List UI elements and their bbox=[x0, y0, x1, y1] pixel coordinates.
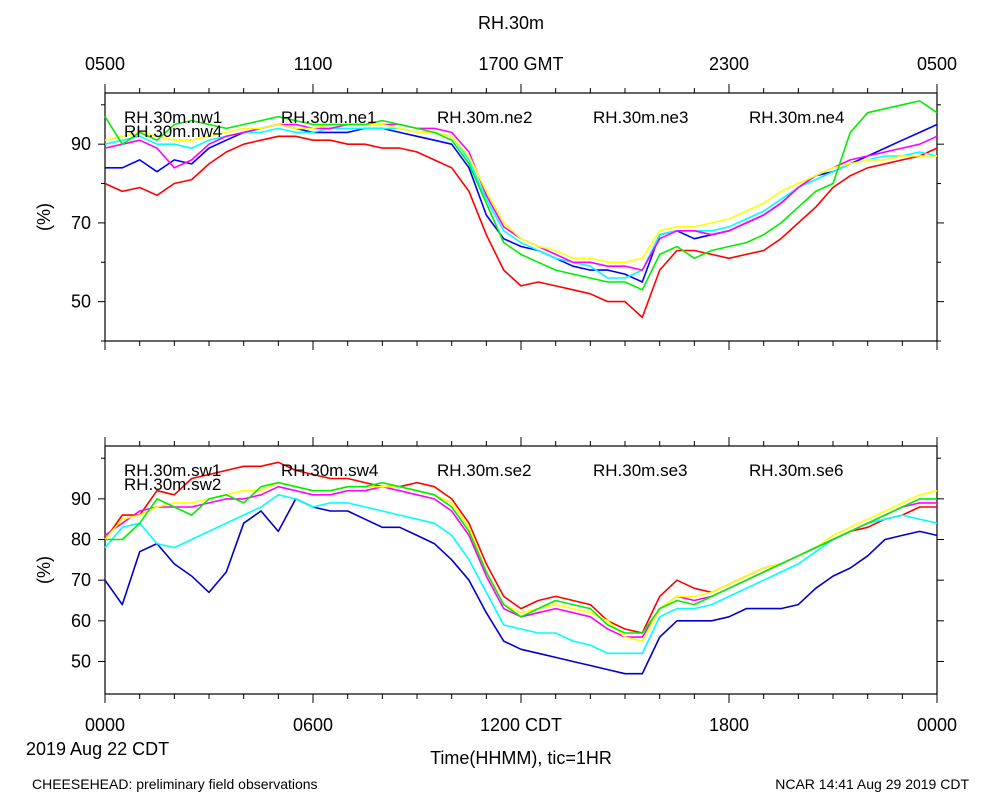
date-label: 2019 Aug 22 CDT bbox=[26, 739, 169, 759]
legend-se6: RH.30m.se6 bbox=[749, 461, 843, 480]
bottom-axis-label: 0000 bbox=[85, 715, 125, 735]
bottom-axis-label: 1800 bbox=[709, 715, 749, 735]
series-line-rh-30m-se2 bbox=[104, 493, 938, 655]
ytick-label: 70 bbox=[71, 570, 91, 590]
series-line-rh-30m-nw1 bbox=[104, 135, 938, 319]
panel-south-yticks: 50 60 70 80 90 bbox=[71, 457, 944, 671]
top-axis-label: 2300 bbox=[709, 54, 749, 74]
footer-right: NCAR 14:41 Aug 29 2019 CDT bbox=[775, 776, 969, 792]
legend-se3: RH.30m.se3 bbox=[593, 461, 687, 480]
panel-south: (%) 50 60 70 80 90 RH.30m.sw1 RH.30m.sw4 RH.… bbox=[34, 437, 944, 703]
panel-north-yticks: 50 70 90 bbox=[71, 104, 944, 342]
series-line-rh-30m-sw2 bbox=[105, 481, 937, 634]
bottom-time-axis: 0000 0600 1200 CDT 1800 0000 bbox=[85, 715, 957, 735]
panel-north-xticks bbox=[104, 84, 938, 350]
figure-title: RH.30m bbox=[478, 13, 544, 33]
legend-nw4: RH.30m.nw4 bbox=[124, 122, 222, 141]
ytick-label: 70 bbox=[71, 213, 91, 233]
bottom-axis-label: 0000 bbox=[917, 715, 957, 735]
panel-south-series bbox=[104, 461, 938, 675]
ytick-label: 80 bbox=[71, 530, 91, 550]
ytick-label: 50 bbox=[71, 292, 91, 312]
panel-south-xticks bbox=[104, 437, 938, 703]
top-axis-label: 1100 bbox=[294, 54, 333, 74]
panel-south-ylabel: (%) bbox=[34, 556, 54, 584]
legend-ne1: RH.30m.ne1 bbox=[281, 108, 376, 127]
top-time-axis: 0500 1100 1700 GMT 2300 0500 bbox=[85, 54, 957, 74]
bottom-axis-label: 1200 CDT bbox=[480, 715, 562, 735]
panel-north-legend: RH.30m.nw1 RH.30m.ne1 RH.30m.ne2 RH.30m.… bbox=[124, 108, 844, 141]
panel-south-legend: RH.30m.sw1 RH.30m.sw4 RH.30m.se2 RH.30m.… bbox=[124, 461, 843, 494]
legend-ne3: RH.30m.ne3 bbox=[593, 108, 688, 127]
legend-sw1: RH.30m.sw1 bbox=[124, 461, 221, 480]
legend-sw4: RH.30m.sw4 bbox=[281, 461, 378, 480]
legend-sw2: RH.30m.sw2 bbox=[124, 475, 221, 494]
panel-north-ylabel: (%) bbox=[34, 203, 54, 231]
bottom-axis-label: 0600 bbox=[293, 715, 333, 735]
ytick-label: 50 bbox=[71, 651, 91, 671]
ytick-label: 60 bbox=[71, 611, 91, 631]
series-line-rh-30m-ne4 bbox=[104, 123, 937, 264]
legend-se2: RH.30m.se2 bbox=[437, 461, 531, 480]
legend-ne2: RH.30m.ne2 bbox=[437, 108, 532, 127]
top-axis-label: 0500 bbox=[85, 54, 125, 74]
legend-nw1: RH.30m.nw1 bbox=[124, 108, 222, 127]
series-line-rh-30m-nw4 bbox=[104, 100, 938, 291]
top-axis-label: 1700 GMT bbox=[478, 54, 563, 74]
legend-ne4: RH.30m.ne4 bbox=[749, 108, 844, 127]
series-line-rh-30m-sw4 bbox=[104, 498, 938, 675]
ytick-label: 90 bbox=[71, 134, 91, 154]
top-axis-label: 0500 bbox=[917, 54, 957, 74]
footer-left: CHEESEHEAD: preliminary field observatio… bbox=[32, 776, 318, 792]
x-axis-label: Time(HHMM), tic=1HR bbox=[430, 748, 612, 768]
ytick-label: 90 bbox=[71, 489, 91, 509]
panel-north: (%) 50 70 90 RH.30m.nw1 RH.30m.ne1 RH.30m.… bbox=[34, 84, 944, 350]
panel-north-series bbox=[104, 100, 938, 319]
